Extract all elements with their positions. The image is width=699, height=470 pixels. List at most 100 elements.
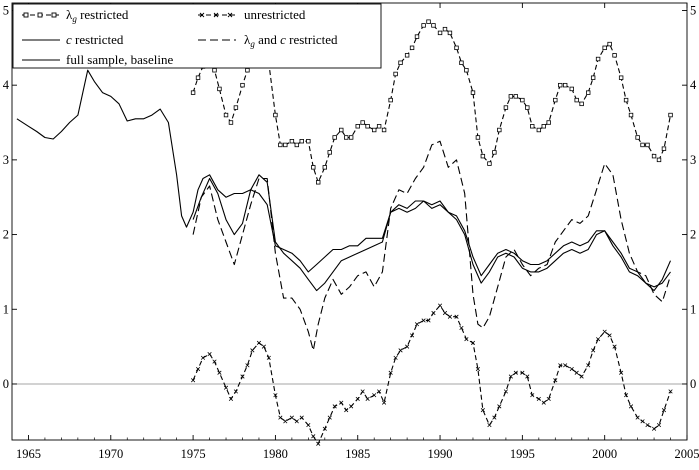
data-point-square bbox=[404, 53, 410, 58]
legend-item-lambda-restricted: λg restricted bbox=[22, 7, 129, 24]
data-point-x bbox=[217, 370, 222, 375]
x-tick-label: 2005 bbox=[675, 447, 699, 461]
data-point-x bbox=[322, 426, 327, 431]
x-marker-icon bbox=[199, 12, 233, 18]
data-point-square bbox=[273, 112, 278, 118]
legend-item-c-restricted: c restricted bbox=[22, 32, 124, 47]
data-point-square bbox=[311, 165, 316, 170]
series-layer bbox=[16, 19, 673, 446]
data-point-x bbox=[596, 337, 601, 342]
data-point-square bbox=[541, 124, 546, 129]
data-point-x bbox=[212, 359, 217, 364]
data-point-square bbox=[348, 135, 354, 140]
data-point-square bbox=[623, 97, 629, 103]
data-point-square bbox=[640, 142, 645, 148]
x-tick-label: 1995 bbox=[510, 447, 535, 461]
data-point-square bbox=[464, 68, 469, 73]
data-point-x bbox=[513, 370, 518, 375]
square-marker-icon bbox=[51, 12, 57, 18]
data-point-square bbox=[223, 112, 229, 118]
c-symbol: c bbox=[280, 32, 286, 47]
data-point-square bbox=[278, 142, 283, 148]
data-point-square bbox=[525, 105, 530, 110]
data-point-x bbox=[344, 408, 349, 413]
legend-label-c: c restricted bbox=[66, 32, 124, 47]
data-point-square bbox=[355, 124, 360, 129]
data-point-square bbox=[233, 105, 239, 110]
data-point-x bbox=[316, 441, 321, 446]
data-point-x bbox=[245, 363, 250, 368]
data-point-x bbox=[536, 396, 541, 401]
data-point-x bbox=[393, 355, 398, 360]
data-point-square bbox=[190, 90, 196, 95]
data-point-x bbox=[223, 385, 229, 390]
data-point-x bbox=[487, 422, 492, 428]
series-line-lambda bbox=[192, 21, 672, 183]
data-point-x bbox=[480, 408, 485, 413]
data-point-x bbox=[233, 389, 238, 394]
data-point-square bbox=[668, 112, 673, 118]
series-lambdac bbox=[192, 140, 672, 351]
data-point-square bbox=[442, 26, 448, 32]
data-point-x bbox=[661, 408, 667, 413]
data-point-x bbox=[294, 419, 299, 424]
data-point-x bbox=[191, 378, 196, 383]
data-point-square bbox=[546, 120, 551, 125]
legend-label-lambda: λg restricted bbox=[66, 7, 129, 24]
data-point-x bbox=[426, 318, 431, 323]
data-point-x bbox=[437, 303, 443, 308]
x-tick-label: 1985 bbox=[345, 447, 370, 461]
data-point-square bbox=[365, 124, 370, 129]
data-point-square bbox=[645, 142, 650, 148]
data-point-x bbox=[454, 314, 459, 319]
data-point-x bbox=[228, 396, 234, 401]
data-point-square bbox=[569, 86, 574, 92]
data-point-square bbox=[536, 127, 542, 133]
data-point-x bbox=[640, 419, 645, 424]
data-point-square bbox=[607, 41, 612, 47]
data-point-square bbox=[454, 45, 459, 51]
x-tick-label: 1965 bbox=[16, 447, 41, 461]
c-symbol: c bbox=[66, 32, 72, 47]
lambda-symbol: λ bbox=[66, 7, 73, 22]
data-point-x bbox=[377, 389, 382, 394]
data-point-x bbox=[525, 374, 530, 379]
y-tick-label-left: 4 bbox=[3, 78, 10, 92]
data-point-square bbox=[530, 124, 535, 129]
y-tick-label-right: 0 bbox=[690, 377, 696, 391]
data-point-square bbox=[574, 97, 579, 103]
data-point-square bbox=[306, 138, 311, 144]
data-point-square bbox=[590, 75, 596, 80]
data-point-x bbox=[250, 348, 255, 353]
data-point-x bbox=[409, 333, 415, 338]
data-point-x bbox=[624, 393, 629, 398]
lambda-subscript: g bbox=[72, 14, 77, 24]
data-point-square bbox=[431, 23, 436, 28]
data-point-x bbox=[289, 415, 294, 420]
data-point-square bbox=[553, 97, 558, 103]
data-point-x bbox=[398, 348, 403, 353]
data-point-x bbox=[635, 415, 640, 420]
data-point-x bbox=[381, 400, 387, 405]
data-point-square bbox=[579, 101, 584, 107]
data-point-square bbox=[492, 150, 497, 155]
data-point-square bbox=[289, 138, 295, 144]
x-tick-label: 1975 bbox=[181, 447, 206, 461]
legend-box bbox=[12, 3, 382, 69]
data-point-x bbox=[360, 389, 365, 394]
data-point-x bbox=[520, 370, 525, 375]
lambda-symbol: λ bbox=[244, 32, 251, 47]
data-point-square bbox=[520, 97, 525, 103]
data-point-square bbox=[558, 82, 563, 88]
y-tick-label-right: 3 bbox=[690, 153, 696, 167]
data-point-square bbox=[316, 180, 321, 185]
y-tick-label-right: 1 bbox=[690, 302, 696, 316]
x-tick-label: 1970 bbox=[98, 447, 123, 461]
data-point-square bbox=[371, 127, 377, 133]
data-point-x bbox=[569, 366, 574, 372]
data-point-square bbox=[212, 68, 217, 73]
legend-item-lambda-and-c-restricted: λg and c restricted bbox=[198, 32, 338, 49]
data-point-x bbox=[628, 404, 634, 409]
data-point-x bbox=[553, 378, 558, 383]
data-point-x bbox=[492, 415, 497, 420]
